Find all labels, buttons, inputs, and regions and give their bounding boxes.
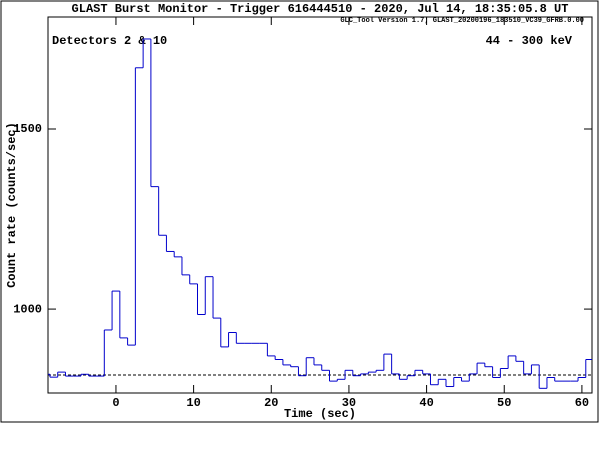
x-tick-label: 40: [419, 396, 433, 410]
plot-area: [47, 16, 593, 394]
annotation: 44 - 300 keV: [486, 34, 573, 48]
x-tick-label: 60: [575, 396, 589, 410]
plot-content: [48, 38, 592, 389]
y-axis-label: Count rate (counts/sec): [5, 122, 19, 288]
chart-subtitle: GLC_Tool Version 1.7; GLAST_20200196_183…: [340, 17, 584, 25]
x-axis-label: Time (sec): [284, 407, 356, 421]
annotation: Detectors 2 & 10: [52, 34, 167, 48]
y-tick-label: 1500: [13, 122, 42, 136]
x-tick-label: 30: [342, 396, 356, 410]
chart-title: GLAST Burst Monitor - Trigger 616444510 …: [72, 2, 569, 16]
y-tick-label: 1000: [13, 302, 42, 316]
x-tick-label: 10: [186, 396, 200, 410]
x-tick-label: 20: [264, 396, 278, 410]
x-tick-label: 0: [112, 396, 119, 410]
x-tick-label: 50: [497, 396, 511, 410]
frame: [0, 0, 599, 423]
